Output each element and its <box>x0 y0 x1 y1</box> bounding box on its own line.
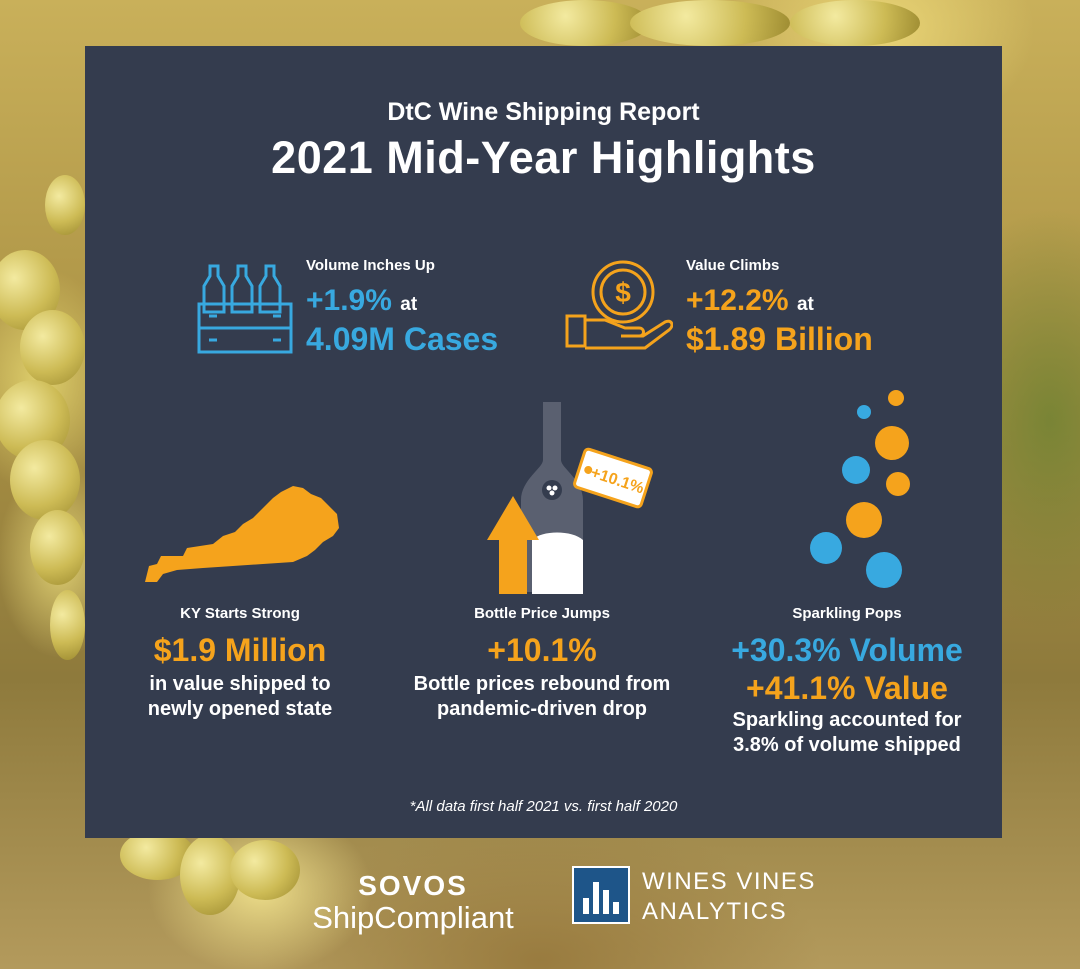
sparkling-description: Sparkling accounted for 3.8% of volume s… <box>697 708 997 758</box>
value-label: Value Climbs <box>686 257 780 274</box>
sovos-shipcompliant-logo: SOVOS ShipCompliant <box>298 870 528 936</box>
ky-label: KY Starts Strong <box>180 605 300 622</box>
volume-label: Volume Inches Up <box>306 257 435 274</box>
money-hand-icon: $ <box>565 260 673 350</box>
sovos-wordmark: SOVOS <box>358 870 468 901</box>
bar-chart-logo-icon <box>572 866 630 924</box>
wine-bottle-price-icon: +10.1% <box>487 402 653 594</box>
value-change-value: +12.2% <box>686 284 789 317</box>
sparkling-label: Sparkling Pops <box>792 605 902 622</box>
footnote: *All data first half 2021 vs. first half… <box>409 798 678 815</box>
volume-amount: 4.09M Cases <box>306 321 499 357</box>
wines-vines-line1: WINES VINES <box>642 868 816 895</box>
sparkling-value: +41.1% Value <box>746 670 948 706</box>
bottle-description: Bottle prices rebound from pandemic-driv… <box>382 672 702 722</box>
volume-change-value: +1.9% <box>306 284 392 317</box>
shipcompliant-wordmark: ShipCompliant <box>312 900 514 935</box>
bubbles-icon <box>810 390 910 588</box>
ky-description: in value shipped to newly opened state <box>110 672 370 722</box>
bottle-label: Bottle Price Jumps <box>474 605 610 622</box>
ky-desc-line1: in value shipped to <box>149 673 331 695</box>
infographic-panel: DtC Wine Shipping Report 2021 Mid-Year H… <box>85 46 1002 838</box>
wine-case-icon <box>197 264 293 354</box>
volume-change: +1.9% at <box>306 284 417 318</box>
bottle-desc-line2: pandemic-driven drop <box>436 698 648 720</box>
value-amount: $1.89 Billion <box>686 321 873 357</box>
bottle-desc-line1: Bottle prices rebound from <box>413 673 671 695</box>
value-change: +12.2% at <box>686 284 814 318</box>
svg-text:$: $ <box>615 277 631 308</box>
value-connector: at <box>796 294 814 315</box>
report-title: 2021 Mid-Year Highlights <box>271 132 816 183</box>
wines-vines-line2: ANALYTICS <box>642 898 788 925</box>
volume-connector: at <box>400 294 418 315</box>
report-subtitle: DtC Wine Shipping Report <box>387 98 700 126</box>
kentucky-map-icon <box>145 486 339 582</box>
ky-desc-line2: newly opened state <box>147 698 333 720</box>
sparkling-volume: +30.3% Volume <box>731 632 963 668</box>
sparkling-desc-line2: 3.8% of volume shipped <box>733 734 961 756</box>
ky-amount: $1.9 Million <box>153 632 327 668</box>
sparkling-desc-line1: Sparkling accounted for <box>732 709 962 731</box>
bottle-amount: +10.1% <box>487 632 597 668</box>
